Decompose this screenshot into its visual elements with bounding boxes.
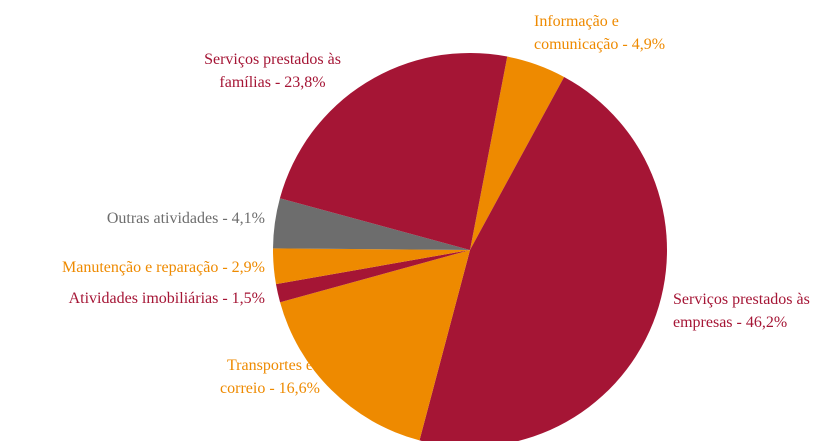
value-label: - 23,8%	[274, 74, 326, 91]
slice-label: Manutenção e reparação - 2,9%	[5, 256, 265, 279]
category-label: Serviços prestados às empresas	[673, 291, 810, 331]
slice-label: Informação e comunicação - 4,9%	[534, 10, 679, 56]
value-label: - 46,2%	[736, 314, 788, 331]
slice-label: Serviços prestados às famílias - 23,8%	[185, 48, 360, 94]
slice-label: Atividades imobiliárias - 1,5%	[15, 287, 265, 310]
pie-slice	[280, 250, 470, 441]
value-label: - 1,5%	[222, 290, 265, 307]
pie-slice	[273, 198, 470, 250]
value-label: - 4,1%	[222, 210, 265, 227]
pie-slice	[275, 250, 470, 303]
value-label: - 16,6%	[269, 380, 320, 397]
pie-slice	[273, 248, 470, 285]
slice-label: Serviços prestados às empresas - 46,2%	[673, 288, 828, 334]
category-label: Transportes e correio	[220, 357, 314, 397]
pie-slice	[470, 56, 565, 250]
category-label: Outras atividades	[106, 210, 219, 227]
category-label: Serviços prestados às famílias	[204, 51, 341, 91]
value-label: - 2,9%	[222, 259, 265, 276]
category-label: Manutenção e reparação	[62, 259, 219, 276]
slice-label: Transportes e correio - 16,6%	[205, 354, 335, 400]
category-label: Informação e comunicação	[534, 13, 619, 53]
pie-slice	[419, 76, 667, 441]
pie-slice	[279, 52, 508, 251]
category-label: Atividades imobiliárias	[68, 290, 219, 307]
slice-label: Outras atividades - 4,1%	[15, 207, 265, 230]
value-label: - 4,9%	[622, 36, 666, 53]
